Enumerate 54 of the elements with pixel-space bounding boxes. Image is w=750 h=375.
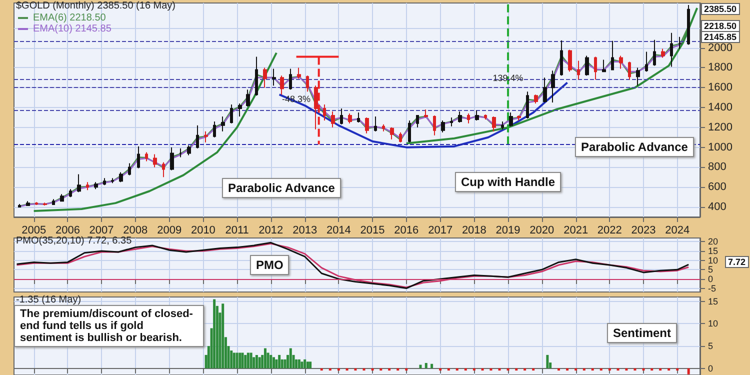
y-tick-label: 5 — [708, 264, 714, 275]
annotation: Cup with Handle — [455, 172, 561, 192]
y-tick-label: 15 — [708, 246, 718, 256]
x-tick-label: 2018 — [462, 224, 486, 236]
chart-title: -1.35 (16 May) — [16, 294, 82, 306]
y-tick-label: 1000 — [708, 141, 732, 154]
x-tick-label: 2020 — [530, 224, 554, 236]
text: 7.72 — [725, 256, 749, 268]
x-tick-label: 2012 — [258, 224, 284, 236]
y-tick-label: 10 — [708, 255, 718, 266]
legend-label: EMA(6) 2218.50 — [33, 12, 106, 24]
y-tick-label: 2000 — [708, 42, 732, 54]
x-tick-label: 2007 — [89, 224, 114, 236]
x-tick-label: 2013 — [292, 224, 318, 236]
x-tick-label: 2009 — [157, 224, 182, 236]
x-tick-label: 2011 — [225, 224, 249, 236]
y-tick-label: 400 — [708, 201, 726, 214]
annotation: Sentiment — [607, 323, 678, 343]
y-tick-label: 0 — [708, 274, 714, 284]
annotation: The premium/discount of closed-end fund tells us if gold sentiment is bullish or bearish. — [14, 305, 204, 347]
x-tick-label: 2008 — [123, 224, 148, 236]
annotation: 2145.85 — [701, 31, 740, 44]
x-tick-label: 2019 — [496, 224, 520, 236]
x-tick-label: 2006 — [55, 224, 80, 236]
y-tick-label: 1200 — [708, 121, 732, 134]
x-tick-label: 2017 — [428, 224, 453, 236]
annotation: 2218.50 — [701, 20, 740, 32]
chart-title: $GOLD (Monthly) 2385.50 (16 May) — [16, 0, 176, 12]
legend-label: EMA(10) 2145.85 — [33, 24, 112, 34]
y-tick-label: 10 — [708, 318, 718, 329]
y-tick-label: 20 — [708, 236, 718, 247]
x-tick-label: 2015 — [360, 224, 385, 236]
annotation: Parabolic Advance — [575, 137, 694, 157]
y-tick-label: 0 — [708, 363, 714, 374]
y-tick-label: 15 — [708, 296, 718, 306]
y-tick-label: 800 — [708, 161, 726, 174]
x-tick-label: 2022 — [597, 224, 622, 236]
x-tick-label: 2014 — [326, 224, 351, 236]
y-tick-label: 1600 — [708, 82, 732, 94]
y-tick-label: 1400 — [708, 102, 732, 114]
x-tick-label: 2005 — [22, 224, 46, 236]
y-tick-label: 600 — [708, 181, 726, 194]
x-tick-label: 2021 — [564, 224, 588, 236]
chart-title: PMO(35,20,10) 7.72, 6.35 — [16, 236, 132, 246]
x-tick-label: 2023 — [631, 224, 656, 236]
y-tick-label: -5 — [708, 283, 716, 294]
annotation: Parabolic Advance — [222, 178, 341, 198]
y-tick-label: 5 — [708, 341, 714, 352]
x-tick-label: 2010 — [190, 224, 216, 236]
x-tick-label: 2024 — [665, 224, 690, 236]
y-tick-label: 1800 — [708, 62, 732, 74]
x-tick-label: 2016 — [394, 224, 419, 236]
annotation: PMO — [250, 255, 290, 275]
annotation: 2385.50 — [701, 3, 740, 16]
